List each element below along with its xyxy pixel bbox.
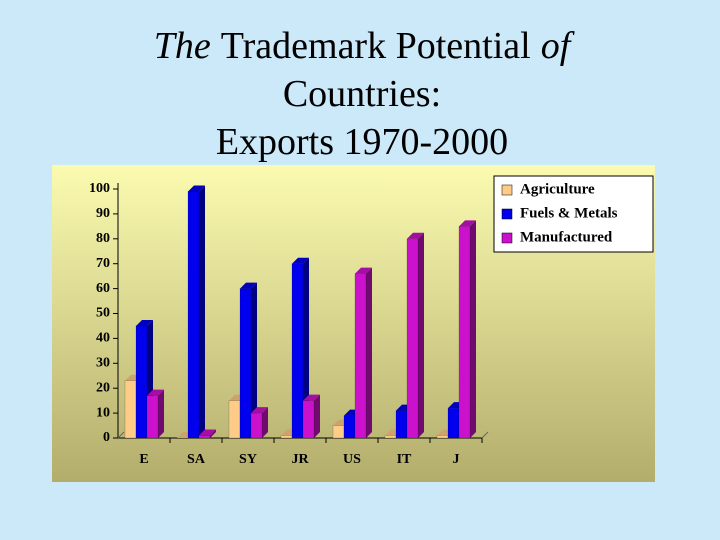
x-tick-label: IT (397, 452, 412, 467)
bar (458, 226, 471, 439)
bar-top (147, 389, 164, 396)
bar-side (314, 394, 320, 438)
floor-edge (117, 431, 125, 439)
y-tick-label: 100 (89, 181, 110, 196)
y-tick-label: 50 (96, 306, 110, 321)
bar-top (303, 394, 320, 401)
y-tick-label: 30 (96, 356, 110, 371)
bar-top (459, 220, 476, 227)
bar-side (262, 407, 268, 438)
bar (332, 425, 345, 439)
bar (384, 435, 397, 439)
legend-label: Fuels & Metals (520, 205, 618, 221)
y-tick-label: 80 (96, 231, 110, 246)
y-tick-label: 90 (96, 206, 110, 221)
bar-side (210, 429, 216, 438)
x-tick-label: JR (291, 452, 309, 467)
title-part: of (541, 25, 575, 67)
y-tick-label: 40 (96, 331, 110, 346)
plot: 0 10 20 30 40 50 60 70 80 90 100 E SA SY JR US IT J Agricu… (89, 175, 654, 467)
bar-top (136, 319, 153, 326)
x-tick-label: SY (239, 452, 257, 467)
bar-top (407, 232, 424, 239)
bar-side (366, 267, 372, 438)
legend-swatch (501, 232, 513, 244)
y-tick-label: 60 (96, 281, 110, 296)
bar (280, 435, 293, 439)
bar-top (355, 267, 372, 274)
bar (146, 395, 159, 439)
bar-top (251, 407, 268, 414)
bar (124, 380, 137, 439)
legend-label: Agriculture (520, 181, 595, 197)
bar-top (292, 257, 309, 264)
title-part: Trademark Potential (221, 25, 531, 67)
y-tick-label: 0 (103, 430, 110, 445)
bar (135, 325, 148, 439)
y-tick-label: 20 (96, 380, 110, 395)
bar (302, 400, 315, 439)
bar (250, 412, 263, 439)
title-line: The Trademark Potential of (154, 25, 575, 67)
bar-side (303, 257, 309, 438)
bar (239, 288, 252, 439)
bar-side (418, 232, 424, 438)
bar (198, 435, 211, 439)
bar-top (188, 185, 205, 192)
x-tick-label: J (453, 452, 460, 467)
bar (436, 435, 449, 439)
bar (343, 415, 356, 439)
bar (406, 238, 419, 439)
legend-box (493, 175, 654, 253)
x-tick-label: E (139, 452, 148, 467)
bar-side (470, 220, 476, 438)
y-tick-label: 10 (96, 405, 110, 420)
bar (291, 263, 304, 439)
title-line: Countries: (283, 73, 441, 115)
bar-side (158, 389, 164, 438)
x-tick-label: US (343, 452, 361, 467)
bar (187, 191, 200, 439)
bar-top (240, 282, 257, 289)
bar-top (199, 429, 216, 436)
x-tick-label: SA (187, 452, 206, 467)
y-tick-label: 70 (96, 256, 110, 271)
bar-side (251, 282, 257, 438)
bar-side (199, 185, 205, 438)
bar (354, 273, 367, 439)
bar (395, 410, 408, 439)
title-line: Exports 1970-2000 (216, 121, 508, 163)
bar (447, 407, 460, 439)
title-part: The (154, 25, 211, 67)
bar (228, 400, 241, 439)
legend-swatch (501, 184, 513, 196)
legend-label: Manufactured (520, 229, 613, 245)
legend-swatch (501, 208, 513, 220)
floor-edge (481, 431, 489, 439)
